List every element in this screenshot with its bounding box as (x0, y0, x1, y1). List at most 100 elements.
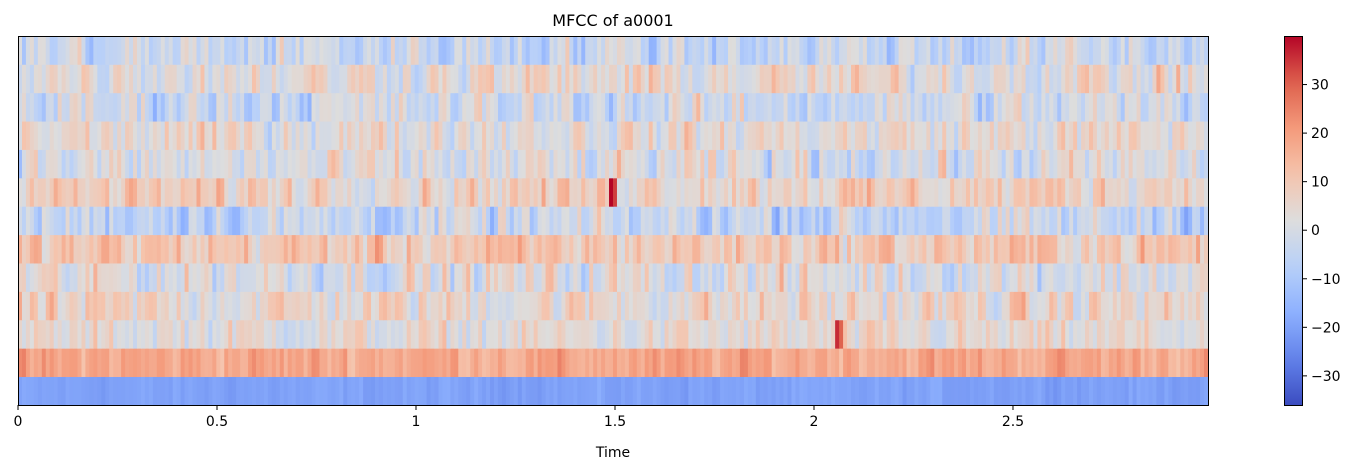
heat-cell (585, 177, 590, 207)
heat-cell (767, 348, 773, 378)
heat-cell (918, 376, 923, 406)
heat-cell (1188, 36, 1193, 65)
heat-cell (795, 263, 801, 292)
heat-cell (501, 348, 507, 378)
heat-cell (466, 206, 471, 236)
heat-cell (25, 149, 31, 179)
heat-cell (140, 291, 146, 321)
heat-cell (997, 149, 1003, 179)
heat-cell (125, 92, 130, 122)
heat-cell (279, 177, 285, 207)
heat-cell (1021, 206, 1027, 236)
heat-cell (509, 206, 515, 236)
heat-cell (299, 206, 305, 236)
heat-cell (573, 36, 578, 65)
heat-cell (966, 348, 971, 378)
heat-cell (728, 149, 733, 179)
heat-cell (858, 92, 864, 122)
heat-cell (160, 348, 166, 378)
heat-cell (359, 319, 364, 349)
heat-cell (914, 263, 920, 292)
heat-cell (1188, 64, 1193, 94)
heat-cell (628, 319, 634, 349)
heat-cell (593, 348, 598, 378)
heat-cell (708, 92, 713, 122)
heat-cell (25, 376, 31, 406)
heat-cell (129, 121, 134, 150)
heat-cell (1069, 234, 1074, 264)
heat-cell (113, 92, 118, 122)
heat-cell (1017, 206, 1023, 236)
heat-cell (874, 92, 880, 122)
heat-cell (628, 206, 634, 236)
heat-cell (1128, 206, 1134, 236)
heat-cell (989, 234, 995, 264)
heat-cell (490, 348, 495, 378)
heat-cell (156, 348, 162, 378)
heat-cell (355, 376, 360, 406)
heat-cell (819, 376, 824, 406)
heat-cell (672, 291, 678, 321)
heat-cell (763, 291, 769, 321)
heat-cell (61, 348, 67, 378)
heat-cell (724, 64, 729, 94)
heat-cell (1172, 263, 1177, 292)
heat-cell (478, 149, 483, 179)
heat-cell (1148, 149, 1154, 179)
heat-cell (319, 348, 325, 378)
heat-cell (386, 319, 392, 349)
heat-cell (724, 36, 729, 65)
heat-cell (696, 206, 701, 236)
heat-cell (712, 234, 717, 264)
heat-cell (973, 177, 979, 207)
heat-cell (525, 64, 531, 94)
heat-cell (1085, 64, 1090, 94)
heat-cell (827, 234, 832, 264)
heat-cell (644, 92, 650, 122)
heat-cell (545, 92, 551, 122)
heat-cell (41, 92, 47, 122)
heat-cell (490, 64, 495, 94)
heat-cell (862, 291, 868, 321)
heat-cell (21, 92, 27, 122)
heat-cell (299, 64, 305, 94)
heat-cell (192, 263, 198, 292)
heat-cell (450, 263, 455, 292)
heat-cell (593, 36, 598, 65)
heat-cell (688, 376, 693, 406)
heat-cell (220, 36, 225, 65)
heat-cell (101, 36, 106, 65)
heat-cell (188, 376, 194, 406)
heat-cell (1108, 64, 1114, 94)
heat-cell (93, 319, 98, 349)
heat-cell (426, 64, 432, 94)
heat-cell (537, 319, 543, 349)
heat-cell (922, 64, 927, 94)
heat-cell (21, 234, 27, 264)
heat-cell (69, 121, 75, 150)
heat-cell (1073, 64, 1078, 94)
heat-cell (549, 92, 555, 122)
heat-cell (279, 121, 285, 150)
heat-cell (478, 348, 483, 378)
heat-cell (279, 348, 285, 378)
heat-cell (466, 92, 471, 122)
heat-cell (827, 291, 832, 321)
heat-cell (434, 263, 440, 292)
heat-cell (1184, 206, 1189, 236)
heat-cell (1013, 263, 1019, 292)
heat-cell (232, 36, 237, 65)
heat-cell (164, 348, 170, 378)
heat-cell (1184, 177, 1189, 207)
heat-cell (934, 64, 939, 94)
heat-cell (438, 149, 444, 179)
heat-cell (406, 64, 412, 94)
heat-cell (315, 92, 321, 122)
heat-cell (1180, 64, 1185, 94)
heat-cell (946, 206, 951, 236)
heat-cell (57, 149, 63, 179)
heat-cell (1009, 263, 1015, 292)
heat-cell (148, 234, 154, 264)
heat-cell (1148, 234, 1154, 264)
heat-cell (172, 348, 178, 378)
